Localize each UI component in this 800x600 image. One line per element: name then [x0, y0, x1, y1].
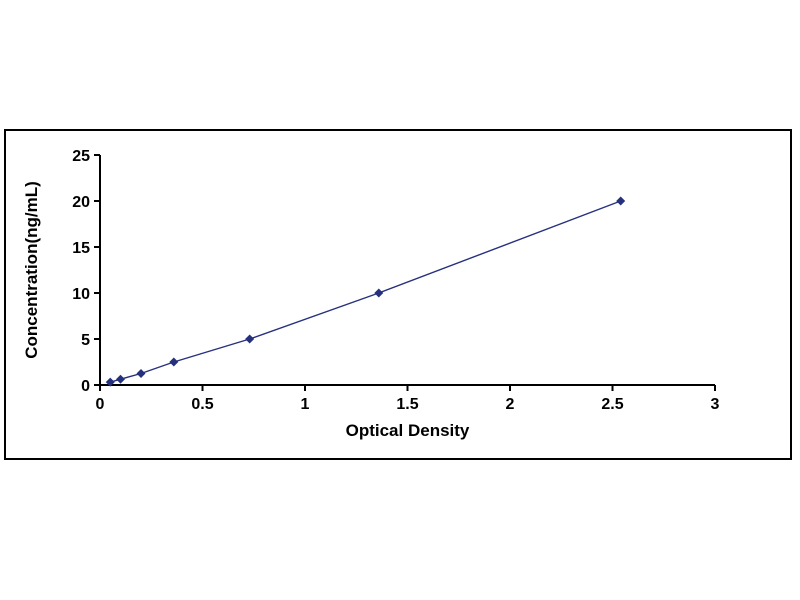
chart-frame: 0 0.5 1 1.5 2 2.5 3 0 5 10 15 20 25 Optical Density …	[4, 129, 792, 460]
x-tick-label: 2.5	[601, 396, 623, 413]
data-point-marker	[116, 374, 125, 384]
x-tick-label: 3	[711, 396, 720, 413]
y-tick-label: 15	[72, 240, 90, 257]
standard-curve-chart: 0 0.5 1 1.5 2 2.5 3 0 5 10 15 20 25	[72, 148, 720, 413]
y-tick-label: 10	[72, 286, 90, 303]
data-point-marker	[169, 357, 179, 367]
x-axis-title: Optical Density	[345, 421, 470, 440]
x-tick-label: 0	[96, 396, 105, 413]
x-tick-label: 0.5	[191, 396, 213, 413]
y-tick-label: 20	[72, 194, 90, 211]
y-tick-label: 5	[81, 332, 90, 349]
y-tick-label: 25	[72, 148, 90, 165]
series-line	[110, 200, 621, 383]
y-tick-label: 0	[81, 378, 90, 395]
y-axis-title: Concentration(ng/mL)	[22, 181, 41, 359]
data-point-marker	[245, 334, 255, 344]
x-tick-label: 1.5	[396, 396, 418, 413]
data-point-marker	[374, 288, 384, 298]
x-tick-label: 1	[301, 396, 310, 413]
data-point-marker	[105, 377, 115, 387]
data-point-marker	[616, 196, 626, 206]
data-point-marker	[136, 369, 146, 378]
x-tick-label: 2	[506, 396, 515, 413]
